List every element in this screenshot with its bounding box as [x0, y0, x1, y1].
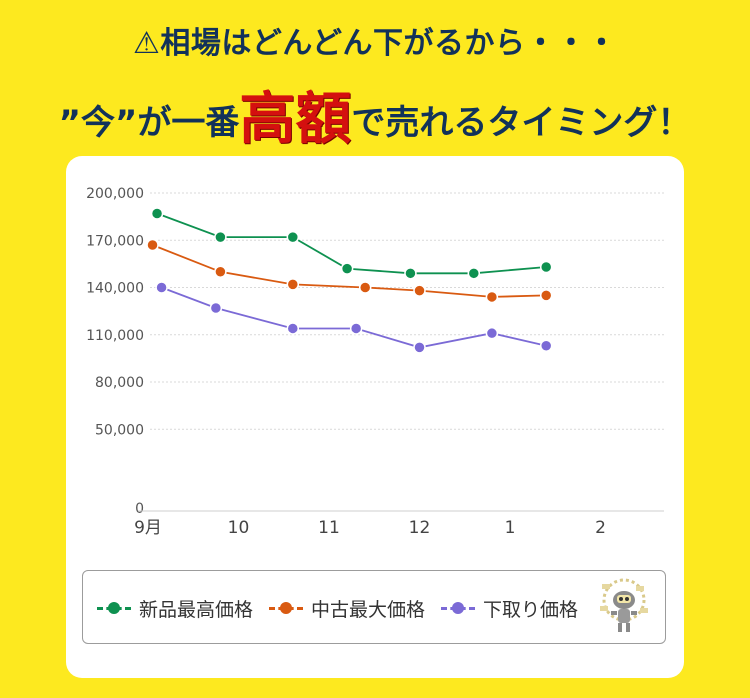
- headline-line2-before: ”今”が一番: [58, 103, 240, 143]
- x-tick-label: 11: [318, 518, 340, 538]
- headline-line1: ⚠相場はどんどん下がるから・・・: [133, 26, 617, 61]
- data-point-0: [404, 267, 417, 280]
- data-point-0: [340, 262, 354, 275]
- legend-item-new-max[interactable]: 新品最高価格: [97, 597, 254, 621]
- legend-item-tradein[interactable]: 下取り価格: [441, 597, 579, 621]
- data-point-0: [539, 260, 553, 274]
- y-tick-label: 140,000: [86, 281, 144, 297]
- data-point-2: [539, 339, 553, 353]
- x-tick-label: 10: [228, 518, 250, 538]
- data-point-0: [467, 267, 481, 280]
- x-tick-label: 9月: [134, 518, 162, 538]
- x-tick-label: 2: [595, 518, 606, 538]
- y-tick-label: 0: [135, 501, 144, 517]
- data-point-0: [150, 207, 164, 220]
- legend-swatch-used-max: [269, 601, 303, 615]
- data-point-2: [349, 322, 363, 335]
- x-tick-label: 1: [505, 518, 516, 538]
- data-point-1: [358, 281, 372, 294]
- y-tick-label: 170,000: [86, 233, 144, 249]
- legend-swatch-new-max: [97, 601, 131, 615]
- data-point-2: [209, 301, 223, 315]
- data-point-1: [286, 278, 300, 291]
- y-tick-label: 110,000: [86, 328, 144, 344]
- legend-label-new-max: 新品最高価格: [139, 598, 254, 621]
- data-point-2: [286, 322, 300, 335]
- data-point-0: [286, 230, 300, 244]
- data-point-2: [485, 326, 499, 340]
- y-tick-label: 200,000: [86, 186, 144, 202]
- data-point-1: [485, 290, 499, 304]
- data-point-0: [214, 230, 227, 244]
- data-point-1: [539, 289, 553, 302]
- data-point-1: [146, 238, 159, 252]
- y-tick-label: 80,000: [95, 375, 144, 391]
- legend-label-used-max: 中古最大価格: [311, 598, 426, 621]
- headline-line2-after: で売れるタイミング！: [351, 103, 692, 143]
- x-tick-label: 12: [409, 518, 431, 538]
- data-point-1: [413, 284, 426, 297]
- headline-line2: ”今”が一番高額で売れるタイミング！: [0, 70, 750, 152]
- robot-mascot-icon: [600, 578, 648, 632]
- data-point-1: [214, 265, 227, 278]
- headline-emphasis: 高額: [239, 87, 352, 152]
- legend-item-used-max[interactable]: 中古最大価格: [269, 597, 426, 621]
- data-point-2: [155, 281, 168, 294]
- legend-label-tradein: 下取り価格: [483, 598, 579, 621]
- legend-swatch-tradein: [441, 601, 475, 615]
- data-point-2: [413, 341, 426, 354]
- y-tick-label: 50,000: [95, 422, 144, 438]
- chart-legend: 新品最高価格 中古最大価格 下取り価格: [82, 570, 666, 644]
